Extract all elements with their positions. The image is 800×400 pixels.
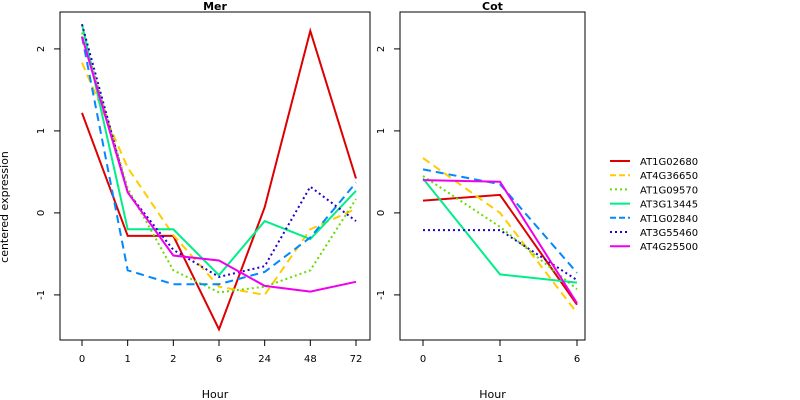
legend-label: AT4G25500 [640,242,698,253]
legend-label: AT3G13445 [640,200,698,211]
x-axis-label: Hour [202,388,229,400]
chart-panel-cot: Cot 0 1 6 -1 0 1 2 Hour [376,0,586,400]
y-tick-label: 0 [36,210,47,216]
legend-label: AT4G36650 [640,171,698,182]
plot-frame [399,11,586,341]
y-tick-label: -1 [36,290,47,300]
x-tick-label: 72 [350,354,363,365]
panel-title: Cot [482,0,503,13]
x-tick-label: 48 [304,354,317,365]
x-tick-label: 1 [497,354,503,365]
series-line-at4g36650 [422,157,578,314]
y-tick-label: 2 [36,46,47,52]
series-line-at4g36650 [81,62,357,296]
series-line-at1g02840 [422,168,578,274]
series-line-at1g02680 [81,27,357,332]
series-line-at3g13445 [422,177,578,284]
series-line-at1g09570 [422,175,578,290]
x-tick-label: 0 [420,354,426,365]
series-line-at1g02680 [422,193,578,306]
x-tick-label: 0 [79,354,85,365]
series-line-at3g55460 [423,229,578,281]
legend-label: AT3G55460 [640,228,698,239]
series-line-at1g09570 [81,32,357,294]
series-line-at4g25500 [81,36,357,293]
x-tick-label: 24 [258,354,271,365]
x-tick-label: 6 [574,354,580,365]
y-axis-label: centered expression [0,151,11,263]
y-tick-label: 2 [376,46,387,52]
x-tick-label: 1 [124,354,130,365]
legend: AT1G02680 AT4G36650 AT1G09570 AT3G13445 AT1G… [610,157,698,253]
y-tick-label: -1 [376,290,387,300]
x-axis-label: Hour [479,388,506,400]
series-line-at1g02840 [81,36,357,286]
series-line-at4g25500 [422,179,578,304]
x-tick-label: 2 [170,354,176,365]
y-tick-label: 0 [376,210,387,216]
y-tick-label: 1 [36,128,47,134]
legend-label: AT1G09570 [640,185,698,196]
panel-title: Mer [203,0,227,13]
series-line-at3g13445 [81,24,357,277]
series-line-at3g55460 [81,24,357,278]
y-tick-label: 1 [376,128,387,134]
chart-panel-mer: Mer 0 1 2 6 24 48 72 -1 0 1 2 Hour [36,0,371,400]
legend-label: AT1G02840 [640,214,698,225]
x-tick-label: 6 [216,354,222,365]
legend-label: AT1G02680 [640,157,698,168]
